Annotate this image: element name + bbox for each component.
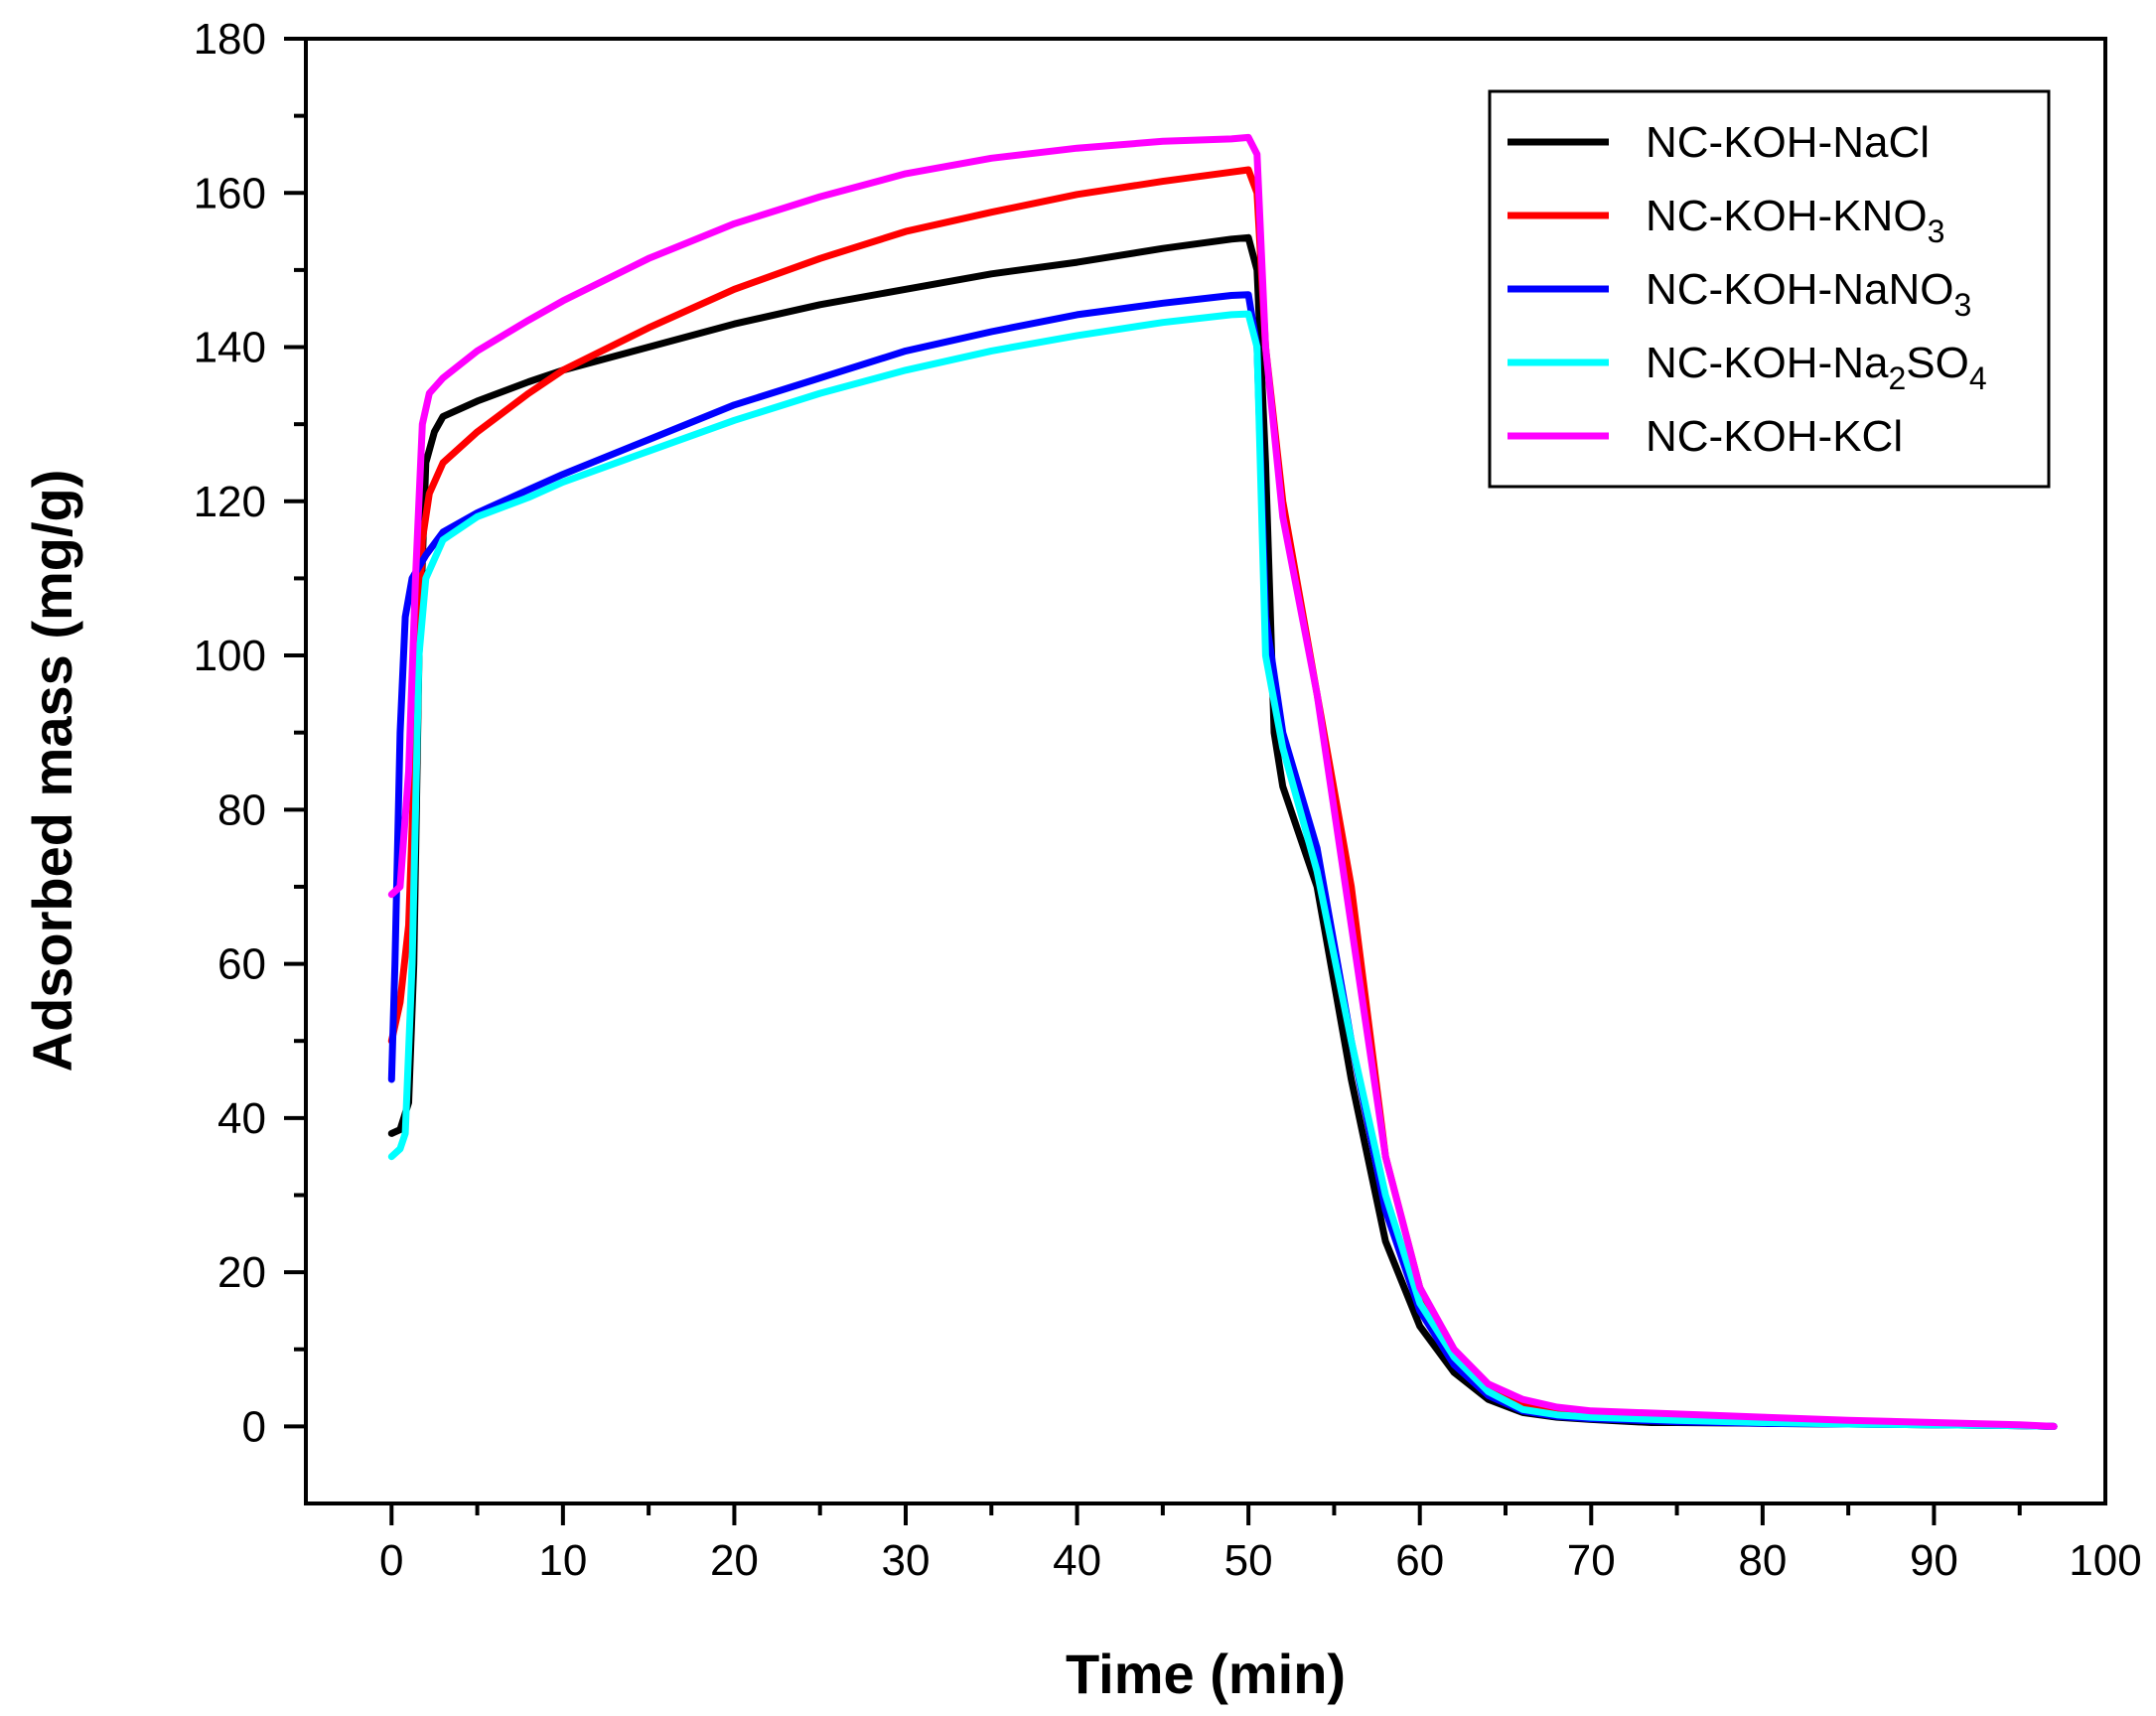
x-tick-label: 60 [1395, 1536, 1444, 1585]
y-tick-label: 20 [217, 1248, 266, 1297]
y-tick-label: 160 [194, 169, 266, 217]
legend: NC-KOH-NaCl NC-KOH-KNO3 NC-KOH-NaNO3 NC-KOH… [1488, 89, 2051, 489]
y-tick-label: 100 [194, 632, 266, 680]
y-tick-label: 60 [217, 940, 266, 989]
x-tick-label: 10 [538, 1536, 587, 1585]
y-tick-label: 140 [194, 324, 266, 372]
x-tick-label: 90 [1910, 1536, 1958, 1585]
series-line-3 [387, 310, 2058, 1430]
x-tick-label: 100 [2069, 1536, 2141, 1585]
y-tick-label: 180 [194, 15, 266, 64]
axes-layer: 0 10 20 30 40 50 60 70 80 90 100 0 20 40 60 80 100 120 140… [194, 15, 2142, 1585]
x-tick-label: 70 [1567, 1536, 1616, 1585]
plot-frame [304, 37, 2107, 1505]
series-layer [387, 133, 2058, 1430]
y-tick-label: 40 [217, 1094, 266, 1143]
x-axis-title: Time (min) [1066, 1643, 1346, 1705]
x-tick-label: 30 [882, 1536, 931, 1585]
series-line-4 [387, 133, 2058, 1430]
y-tick-label: 0 [242, 1402, 266, 1451]
y-axis-title: Adsorbed mass (mg/g) [21, 470, 83, 1072]
legend-label: NC-KOH-KCl [1646, 412, 1903, 461]
x-tick-label: 0 [379, 1536, 403, 1585]
legend-label: NC-KOH-NaCl [1646, 118, 1930, 167]
x-tick-label: 20 [710, 1536, 759, 1585]
x-tick-label: 50 [1224, 1536, 1273, 1585]
legend-label: NC-KOH-KNO3 [1646, 192, 1944, 249]
legend-label: NC-KOH-Na2SO4 [1646, 339, 1987, 396]
x-tick-label: 80 [1738, 1536, 1787, 1585]
legend-label: NC-KOH-NaNO3 [1646, 265, 1971, 323]
y-tick-label: 120 [194, 478, 266, 526]
x-tick-label: 40 [1053, 1536, 1101, 1585]
y-tick-label: 80 [217, 786, 266, 834]
